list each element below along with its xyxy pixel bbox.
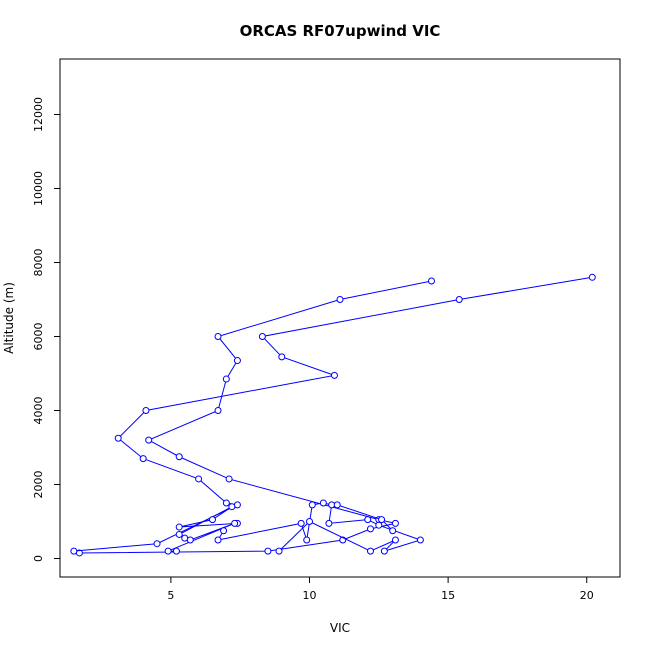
data-point [175, 530, 183, 538]
data-point [195, 475, 203, 483]
data-point [114, 434, 122, 442]
data-point [336, 296, 344, 303]
data-point [153, 540, 161, 548]
data-point [222, 499, 230, 507]
data-point [297, 519, 305, 527]
y-tick-label: 0 [32, 555, 45, 562]
data-point [164, 547, 172, 555]
y-tick-label: 12000 [32, 97, 45, 132]
data-point [319, 499, 327, 507]
y-axis-label: Altitude (m) [2, 282, 16, 354]
y-tick-label: 6000 [32, 323, 45, 351]
data-point [366, 525, 374, 533]
data-point [220, 527, 228, 535]
data-point [588, 273, 596, 281]
data-point [231, 519, 239, 527]
x-tick-label: 10 [303, 589, 317, 602]
data-point [70, 547, 78, 555]
data-point [233, 357, 241, 365]
data-point [378, 516, 386, 524]
data-point [389, 527, 397, 535]
y-tick-label: 10000 [32, 171, 45, 206]
y-tick-label: 8000 [32, 249, 45, 277]
data-point [175, 453, 183, 461]
data-point [186, 536, 194, 544]
series-layer [70, 273, 596, 557]
data-point [364, 516, 372, 524]
data-point [225, 475, 233, 483]
data-point [275, 547, 283, 555]
data-point [306, 518, 314, 525]
y-axis: 0 2000 4000 6000 8000 10000 12000 [32, 97, 60, 562]
data-point [139, 455, 147, 463]
data-point [258, 333, 266, 340]
data-point [214, 333, 222, 340]
data-point [172, 547, 180, 555]
data-point [366, 547, 374, 555]
series-line [79, 280, 432, 554]
data-point [278, 353, 286, 361]
data-point [380, 547, 388, 555]
data-point [455, 296, 463, 303]
data-point [427, 277, 435, 285]
series-line [73, 276, 593, 552]
plot-frame [59, 58, 621, 578]
data-point [208, 516, 216, 524]
data-point [330, 371, 338, 379]
data-point [222, 375, 230, 383]
series-line [217, 502, 422, 552]
data-point [145, 436, 153, 444]
data-point [214, 407, 222, 414]
data-point [391, 536, 399, 544]
data-point [214, 536, 222, 544]
data-point [175, 523, 183, 531]
data-point [325, 519, 333, 527]
data-point [308, 501, 316, 509]
x-tick-label: 5 [167, 589, 174, 602]
data-point [416, 536, 424, 544]
x-tick-label: 15 [441, 589, 455, 602]
data-point [333, 501, 341, 509]
x-axis-label: VIC [330, 621, 350, 635]
data-point [303, 536, 311, 544]
y-tick-label: 4000 [32, 397, 45, 425]
x-axis: 5 10 15 20 [167, 577, 594, 602]
data-point [391, 519, 399, 527]
y-tick-label: 2000 [32, 471, 45, 499]
data-point [375, 521, 383, 529]
data-point [142, 407, 150, 414]
data-point [264, 547, 272, 555]
chart-title: ORCAS RF07upwind VIC [240, 22, 441, 40]
data-point [228, 503, 236, 511]
x-tick-label: 20 [580, 589, 594, 602]
